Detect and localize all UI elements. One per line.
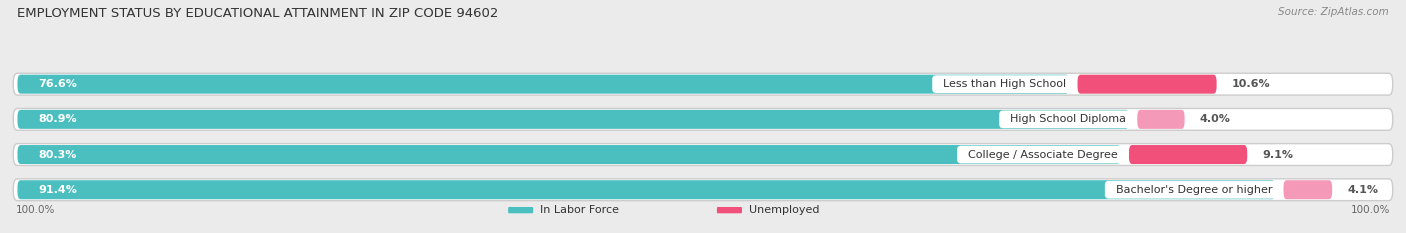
FancyBboxPatch shape	[17, 75, 1069, 94]
FancyBboxPatch shape	[17, 180, 1275, 199]
Text: 100.0%: 100.0%	[1351, 205, 1391, 215]
Text: 80.3%: 80.3%	[38, 150, 77, 160]
FancyBboxPatch shape	[17, 145, 1121, 164]
FancyBboxPatch shape	[508, 207, 533, 213]
FancyBboxPatch shape	[1077, 75, 1216, 94]
Text: Unemployed: Unemployed	[749, 205, 820, 215]
Text: 10.6%: 10.6%	[1232, 79, 1271, 89]
Text: 80.9%: 80.9%	[38, 114, 77, 124]
Text: EMPLOYMENT STATUS BY EDUCATIONAL ATTAINMENT IN ZIP CODE 94602: EMPLOYMENT STATUS BY EDUCATIONAL ATTAINM…	[17, 7, 498, 20]
Text: 91.4%: 91.4%	[38, 185, 77, 195]
Text: Less than High School: Less than High School	[936, 79, 1073, 89]
FancyBboxPatch shape	[717, 207, 742, 213]
Text: 9.1%: 9.1%	[1263, 150, 1294, 160]
Text: College / Associate Degree: College / Associate Degree	[962, 150, 1125, 160]
FancyBboxPatch shape	[17, 110, 1129, 129]
Text: 4.0%: 4.0%	[1199, 114, 1230, 124]
FancyBboxPatch shape	[13, 144, 1393, 165]
Text: Source: ZipAtlas.com: Source: ZipAtlas.com	[1278, 7, 1389, 17]
FancyBboxPatch shape	[13, 108, 1393, 130]
Text: In Labor Force: In Labor Force	[540, 205, 619, 215]
FancyBboxPatch shape	[13, 179, 1393, 201]
FancyBboxPatch shape	[13, 73, 1393, 95]
Text: 100.0%: 100.0%	[15, 205, 55, 215]
Text: 4.1%: 4.1%	[1347, 185, 1378, 195]
Text: Bachelor's Degree or higher: Bachelor's Degree or higher	[1109, 185, 1279, 195]
Text: High School Diploma: High School Diploma	[1002, 114, 1133, 124]
FancyBboxPatch shape	[1137, 110, 1185, 129]
Text: 76.6%: 76.6%	[38, 79, 77, 89]
FancyBboxPatch shape	[1284, 180, 1331, 199]
FancyBboxPatch shape	[1129, 145, 1247, 164]
